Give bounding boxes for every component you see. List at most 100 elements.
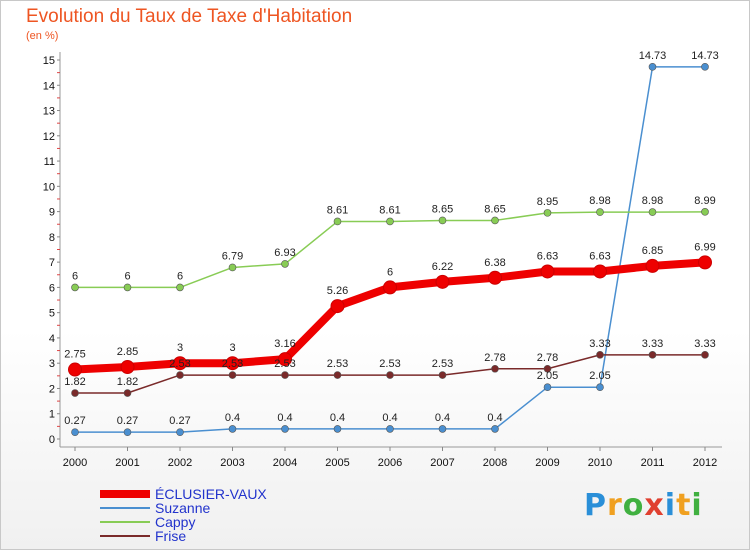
data-point — [543, 364, 552, 373]
data-point — [71, 428, 79, 436]
data-label: 8.98 — [642, 195, 663, 207]
data-point — [698, 255, 712, 270]
data-point — [543, 383, 552, 392]
data-point — [120, 359, 135, 374]
data-point — [648, 63, 657, 71]
y-tick-label: 4 — [49, 333, 55, 345]
data-point — [701, 351, 709, 359]
data-label: 14.73 — [639, 50, 667, 62]
data-label: 6 — [387, 266, 393, 278]
y-tick-label: 13 — [43, 106, 55, 118]
data-point — [596, 208, 604, 216]
data-label: 6 — [177, 270, 183, 282]
data-label: 8.95 — [537, 196, 558, 208]
legend-label: ÉCLUSIER-VAUX — [155, 486, 267, 502]
data-label: 2.53 — [379, 358, 400, 370]
data-label: 6.93 — [274, 247, 295, 259]
data-point — [123, 283, 132, 292]
data-point — [386, 371, 394, 379]
data-label: 3.33 — [642, 338, 663, 350]
data-label: 0.27 — [64, 415, 85, 427]
data-point — [333, 217, 342, 226]
data-point — [228, 371, 237, 379]
x-tick-label: 2002 — [168, 457, 192, 469]
data-labels: 0.27 0.27 0.27 0.4 0.4 0.4 0.4 0.4 0.4 2.05 2.05 14… — [64, 50, 718, 427]
data-label: 2.75 — [64, 349, 85, 361]
data-point — [491, 216, 499, 225]
data-point — [68, 362, 82, 377]
data-point — [596, 383, 604, 392]
data-point — [225, 356, 240, 371]
data-point — [648, 351, 657, 359]
data-label: 2.53 — [274, 358, 295, 370]
data-point — [491, 425, 499, 433]
y-tick-label: 15 — [43, 55, 55, 67]
data-label: 3.33 — [589, 338, 610, 350]
data-point — [281, 425, 289, 433]
legend-label: Frise — [155, 528, 186, 544]
data-label: 2.05 — [589, 370, 610, 382]
data-point — [176, 428, 184, 436]
data-point — [123, 428, 132, 436]
data-label: 3.33 — [694, 338, 715, 350]
logo-letter: o — [622, 488, 645, 523]
data-label: 2.53 — [432, 358, 453, 370]
data-label: 2.53 — [327, 358, 348, 370]
y-tick-label: 2 — [49, 383, 55, 395]
data-point — [438, 216, 447, 225]
data-point — [173, 356, 187, 371]
x-tick-label: 2008 — [483, 457, 507, 469]
y-tick-label: 0 — [49, 434, 55, 446]
y-tick-label: 8 — [49, 232, 55, 244]
data-label: 6.63 — [589, 250, 610, 262]
data-label: 8.61 — [379, 204, 400, 216]
data-label: 0.27 — [169, 415, 190, 427]
x-tick-label: 2010 — [588, 457, 612, 469]
data-label: 0.4 — [487, 412, 502, 424]
logo-letter: x — [644, 488, 665, 523]
y-tick-label: 10 — [43, 181, 55, 193]
data-label: 6.63 — [537, 250, 558, 262]
data-label: 0.4 — [330, 412, 345, 424]
data-label: 14.73 — [691, 50, 719, 62]
data-point — [543, 209, 552, 217]
data-label: 2.05 — [537, 370, 558, 382]
data-label: 6.38 — [484, 257, 505, 269]
y-tick-label: 7 — [49, 257, 55, 269]
x-tick-label: 2006 — [378, 457, 402, 469]
chart-title: Evolution du Taux de Taxe d'Habitation — [26, 6, 353, 27]
data-label: 2.78 — [484, 352, 505, 364]
data-point — [386, 217, 394, 226]
data-label: 6.22 — [432, 261, 453, 273]
proxiti-logo: Proxiti — [584, 488, 703, 523]
data-point — [333, 425, 342, 433]
data-point — [333, 371, 342, 379]
data-point — [648, 208, 657, 216]
data-label: 6.79 — [222, 250, 243, 262]
x-tick-label: 2004 — [273, 457, 297, 469]
data-point — [228, 425, 237, 433]
x-tick-label: 2000 — [63, 457, 87, 469]
x-tick-label: 2001 — [115, 457, 139, 469]
legend-label: Cappy — [155, 514, 195, 530]
y-tick-label: 14 — [43, 80, 55, 92]
data-label: 6 — [124, 270, 130, 282]
data-label: 1.82 — [64, 376, 85, 388]
data-point — [701, 208, 709, 216]
data-point — [228, 263, 237, 272]
data-label: 8.65 — [432, 203, 453, 215]
data-label: 0.4 — [225, 412, 240, 424]
series-line-0 — [71, 258, 709, 374]
logo-letter: P — [584, 488, 607, 523]
data-point — [383, 280, 397, 295]
series-lines — [68, 63, 712, 436]
data-label: 2.53 — [222, 358, 243, 370]
y-tick-label: 12 — [43, 131, 55, 143]
data-label: 2.85 — [117, 346, 138, 358]
x-tick-label: 2005 — [325, 457, 349, 469]
data-point — [176, 283, 184, 292]
data-label: 1.82 — [117, 376, 138, 388]
